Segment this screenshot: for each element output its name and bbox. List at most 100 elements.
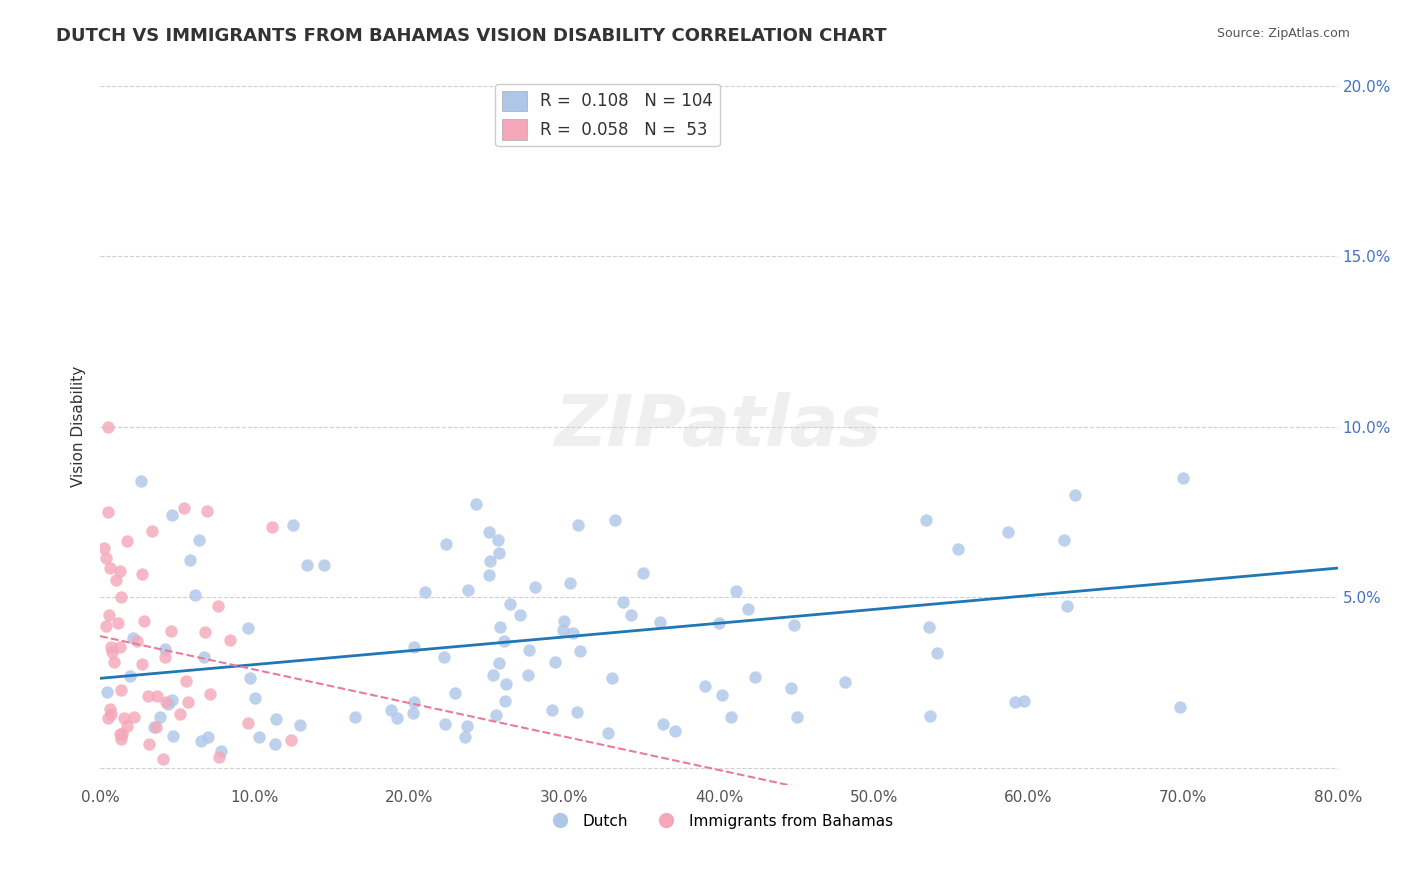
Point — [112, 711, 135, 725]
Point — [456, 719, 478, 733]
Point — [243, 690, 266, 705]
Point — [290, 718, 312, 732]
Point — [110, 591, 132, 605]
Point — [107, 616, 129, 631]
Point — [343, 710, 366, 724]
Point — [173, 501, 195, 516]
Point — [492, 634, 515, 648]
Point — [236, 621, 259, 635]
Y-axis label: Vision Disability: Vision Disability — [72, 367, 86, 487]
Point — [198, 687, 221, 701]
Point — [664, 723, 686, 738]
Point — [517, 643, 540, 657]
Point — [131, 566, 153, 581]
Point — [693, 679, 716, 693]
Point — [434, 716, 457, 731]
Point — [149, 710, 172, 724]
Point — [120, 669, 142, 683]
Point — [156, 697, 179, 711]
Point — [208, 749, 231, 764]
Point — [918, 709, 941, 723]
Point — [125, 633, 148, 648]
Point — [478, 524, 501, 539]
Point — [131, 474, 153, 488]
Point — [207, 599, 229, 613]
Point — [142, 720, 165, 734]
Point — [281, 518, 304, 533]
Point — [457, 582, 479, 597]
Point — [155, 695, 177, 709]
Point — [707, 615, 730, 630]
Point — [153, 641, 176, 656]
Point — [444, 686, 467, 700]
Point — [97, 711, 120, 725]
Point — [454, 730, 477, 744]
Point — [162, 729, 184, 743]
Legend: Dutch, Immigrants from Bahamas: Dutch, Immigrants from Bahamas — [538, 807, 900, 835]
Point — [413, 585, 436, 599]
Point — [434, 537, 457, 551]
Point — [160, 693, 183, 707]
Point — [385, 711, 408, 725]
Point — [96, 685, 118, 699]
Point — [1357, 266, 1379, 280]
Point — [915, 513, 938, 527]
Point — [567, 518, 589, 533]
Point — [488, 657, 510, 671]
Point — [239, 671, 262, 685]
Point — [488, 546, 510, 560]
Point — [524, 580, 547, 594]
Point — [176, 674, 198, 689]
Point — [169, 706, 191, 721]
Point — [111, 726, 134, 740]
Text: Source: ZipAtlas.com: Source: ZipAtlas.com — [1216, 27, 1350, 40]
Point — [1171, 471, 1194, 485]
Point — [122, 631, 145, 645]
Point — [612, 595, 634, 609]
Point — [402, 706, 425, 721]
Point — [482, 668, 505, 682]
Point — [262, 519, 284, 533]
Point — [486, 533, 509, 547]
Point — [110, 640, 132, 655]
Point — [631, 566, 654, 580]
Point — [115, 718, 138, 732]
Point — [97, 419, 120, 434]
Point — [162, 508, 184, 522]
Point — [925, 646, 948, 660]
Point — [786, 709, 808, 723]
Point — [153, 649, 176, 664]
Point — [297, 558, 319, 573]
Point — [478, 554, 501, 568]
Point — [134, 614, 156, 628]
Point — [652, 717, 675, 731]
Point — [160, 624, 183, 639]
Point — [110, 732, 132, 747]
Point — [94, 551, 117, 566]
Point — [97, 608, 120, 623]
Point — [264, 713, 287, 727]
Point — [146, 689, 169, 703]
Point — [620, 607, 643, 622]
Point — [122, 710, 145, 724]
Point — [131, 657, 153, 671]
Point — [193, 650, 215, 665]
Point — [720, 709, 742, 723]
Point — [553, 623, 575, 637]
Point — [509, 607, 531, 622]
Point — [494, 693, 516, 707]
Point — [145, 720, 167, 734]
Point — [115, 533, 138, 548]
Point — [485, 707, 508, 722]
Point — [190, 734, 212, 748]
Point — [600, 671, 623, 685]
Point — [465, 497, 488, 511]
Point — [516, 668, 538, 682]
Point — [782, 618, 804, 632]
Text: DUTCH VS IMMIGRANTS FROM BAHAMAS VISION DISABILITY CORRELATION CHART: DUTCH VS IMMIGRANTS FROM BAHAMAS VISION … — [56, 27, 887, 45]
Point — [710, 688, 733, 702]
Point — [1012, 694, 1035, 708]
Point — [478, 568, 501, 582]
Point — [195, 503, 218, 517]
Point — [184, 588, 207, 602]
